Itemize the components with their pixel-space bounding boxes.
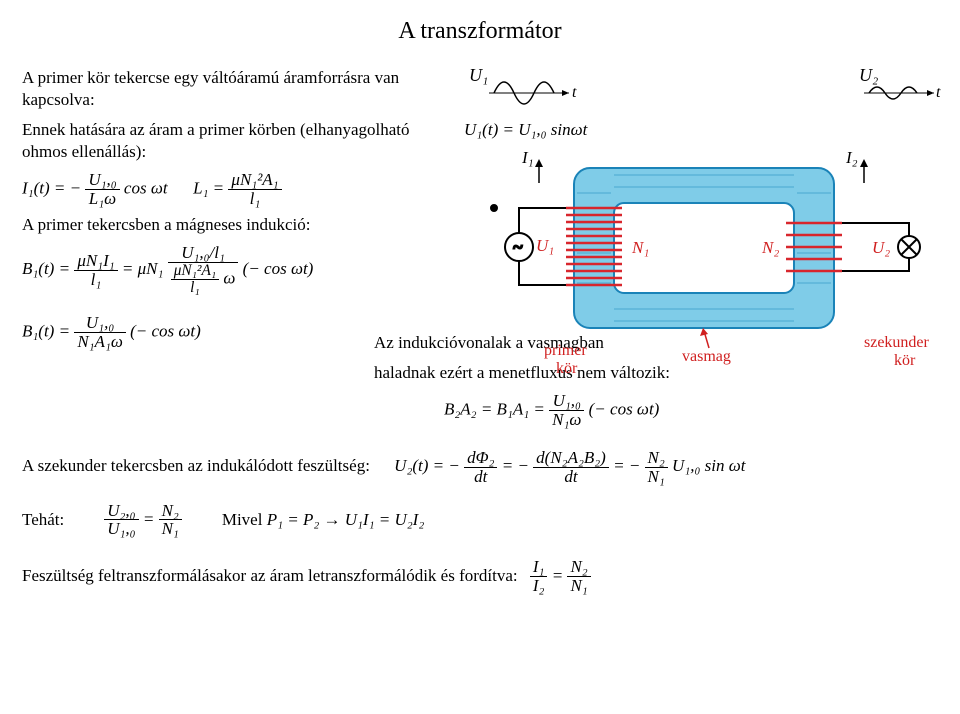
u1-src-label: U₁ bbox=[536, 236, 554, 255]
b1a-n2: U₁,₀/l₁ bbox=[168, 244, 239, 263]
i1-num: U₁,₀ bbox=[85, 171, 119, 190]
tehat-label: Tehát: bbox=[22, 510, 64, 530]
para-5: Feszültség feltranszformálásakor az áram… bbox=[22, 566, 518, 585]
u2-n2: d(N₂A₂B₂) bbox=[533, 449, 609, 468]
u2-tail: U₁,₀ sin ωt bbox=[672, 456, 745, 475]
u2-d3: N₁ bbox=[645, 468, 668, 486]
szekunder-label: szekunder bbox=[864, 334, 930, 351]
u2-eq2: = − bbox=[613, 456, 644, 475]
l1-lhs: L₁ = bbox=[193, 179, 228, 198]
tr-dl: U₁,₀ bbox=[104, 520, 138, 538]
b2-d: N₁ω bbox=[549, 411, 584, 429]
eq-turns-ratio: U₂,₀U₁,₀ = N₂N₁ bbox=[104, 502, 182, 539]
b2-lhs: B₂A₂ = B₁A₁ = bbox=[444, 399, 549, 418]
t1-label: t bbox=[572, 84, 577, 101]
n1-label: N₁ bbox=[631, 238, 649, 257]
tr-nr: N₂ bbox=[159, 502, 182, 521]
u2-label: U₂ bbox=[859, 65, 878, 85]
b1a-lhs: B₁(t) = bbox=[22, 259, 74, 278]
u1-label: U₁ bbox=[469, 65, 488, 85]
u2-eq1: = − bbox=[502, 456, 533, 475]
b1b-tail: (− cos ωt) bbox=[130, 321, 201, 340]
b1b-d: N₁A₁ω bbox=[74, 333, 126, 351]
cr-n1: I₁ bbox=[530, 558, 548, 577]
cr-d1: I₂ bbox=[530, 577, 548, 595]
szekunder-kor: kör bbox=[894, 352, 916, 369]
cr-n2: N₂ bbox=[567, 558, 590, 577]
i2-arrow: I₂ bbox=[845, 148, 868, 183]
eq-u2: U₂(t) = − dΦ₂dt = − d(N₂A₂B₂)dt = − N₂N₁… bbox=[394, 456, 745, 475]
para-1: A primer kör tekercse egy váltóáramú ára… bbox=[22, 67, 452, 111]
b1a-tail: (− cos ωt) bbox=[243, 259, 314, 278]
primary-wires: ~ bbox=[491, 205, 566, 285]
tr-eq: = bbox=[143, 509, 159, 528]
mivel-label: Mivel bbox=[222, 510, 263, 529]
vasmag-label: vasmag bbox=[682, 348, 731, 365]
eq-b2a2: B₂A₂ = B₁A₁ = U₁,₀N₁ω (− cos ωt) bbox=[444, 392, 670, 429]
para-4: A szekunder tekercsben az indukálódott f… bbox=[22, 456, 370, 475]
u1-waveform: U₁ t bbox=[469, 65, 577, 104]
eq-b1-a: B₁(t) = μN₁I₁l₁ = μN₁ U₁,₀/l₁ μN₁²A₁l₁ ω… bbox=[22, 244, 452, 296]
tr-nl: U₂,₀ bbox=[104, 502, 138, 521]
primer-kor: kör bbox=[556, 360, 578, 377]
b1a-mid: = μN₁ bbox=[122, 259, 168, 278]
l1-den: l₁ bbox=[228, 190, 281, 208]
transformer-diagram: U₁ t U₂ t U₁(t) = U₁,₀ sinωt bbox=[464, 63, 944, 383]
u2-lhs: U₂(t) = − bbox=[394, 456, 464, 475]
u2-d2: dt bbox=[533, 468, 609, 486]
n2-label: N₂ bbox=[761, 238, 779, 257]
tr-dr: N₁ bbox=[159, 520, 182, 538]
eq-i1-lhs: I₁(t) = − bbox=[22, 179, 81, 198]
u2-n3: N₂ bbox=[645, 449, 668, 468]
svg-text:I₁: I₁ bbox=[521, 148, 534, 167]
cr-d2: N₁ bbox=[567, 577, 590, 595]
u2-n1: dΦ₂ bbox=[464, 449, 497, 468]
page-title: A transzformátor bbox=[22, 18, 938, 45]
para-3: A primer tekercsben a mágneses indukció: bbox=[22, 214, 452, 236]
u2-load-label: U₂ bbox=[872, 238, 890, 257]
l1-num: μN₁²A₁ bbox=[228, 171, 281, 190]
b1a-d2b: l₁ bbox=[171, 280, 219, 296]
b1a-d2c: ω bbox=[223, 268, 235, 287]
b1b-lhs: B₁(t) = bbox=[22, 321, 74, 340]
u2-d1: dt bbox=[464, 468, 497, 486]
primer-label: primer bbox=[544, 342, 587, 359]
b1a-d1: l₁ bbox=[74, 271, 117, 289]
eq-power: P₁ = P₂ → U₁I₁ = U₂I₂ bbox=[267, 510, 425, 529]
left-column: A primer kör tekercse egy váltóáramú ára… bbox=[22, 63, 452, 357]
para-2: Ennek hatására az áram a primer körben (… bbox=[22, 119, 452, 163]
b1b-n: U₁,₀ bbox=[74, 314, 126, 333]
i1-tail: cos ωt bbox=[124, 179, 168, 198]
eq-current-ratio: I₁I₂ = N₂N₁ bbox=[530, 566, 591, 585]
right-column: U₁ t U₂ t U₁(t) = U₁,₀ sinωt bbox=[464, 63, 944, 388]
i1-arrow: I₁ bbox=[521, 148, 543, 183]
i1-den: L₁ω bbox=[85, 190, 119, 208]
svg-text:I₂: I₂ bbox=[845, 148, 858, 167]
t2-label: t bbox=[936, 84, 941, 101]
b2-n: U₁,₀ bbox=[549, 392, 584, 411]
ac-source-icon: ~ bbox=[513, 237, 523, 257]
u2-waveform: U₂ t bbox=[859, 65, 941, 101]
b1a-n1: μN₁I₁ bbox=[74, 252, 117, 271]
eq-u1t: U₁(t) = U₁,₀ sinωt bbox=[464, 120, 589, 139]
eq-i1-l1: I₁(t) = − U₁,₀L₁ω cos ωt L₁ = μN₁²A₁l₁ bbox=[22, 171, 452, 208]
cr-eq: = bbox=[552, 566, 568, 585]
b1a-d2a: μN₁²A₁ bbox=[171, 263, 219, 280]
b2-tail: (− cos ωt) bbox=[589, 399, 660, 418]
